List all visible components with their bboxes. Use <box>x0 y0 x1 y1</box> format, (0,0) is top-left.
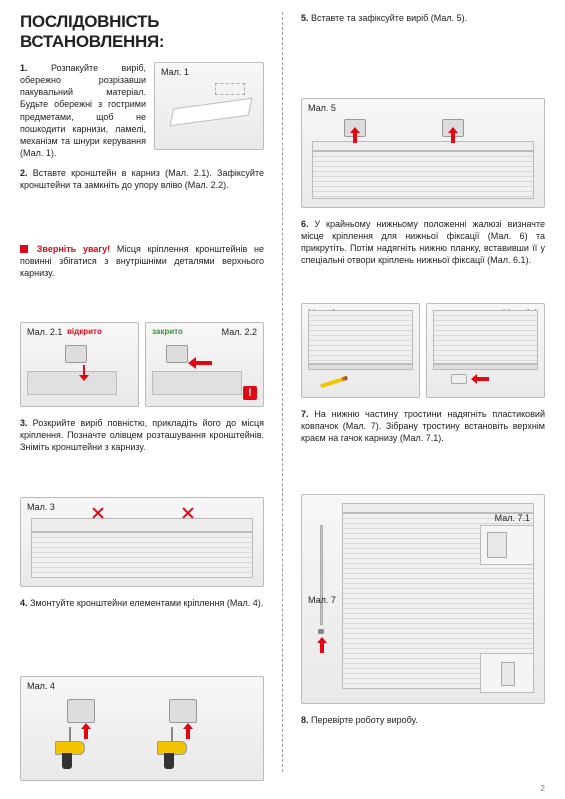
figure-2-2-label: Мал. 2.2 <box>222 327 257 337</box>
detail-7-1 <box>480 525 534 565</box>
arrow-up-icon <box>81 723 91 739</box>
step-2-text: 2. Вставте кронштейн в карниз (Мал. 2.1)… <box>20 167 264 238</box>
arrow-up-icon <box>448 127 458 143</box>
bracket-icon <box>169 699 197 723</box>
figure-2-2: Мал. 2.2 закрито ! <box>145 322 264 407</box>
arrow-up-icon <box>350 127 360 143</box>
figure-7-1-label: Мал. 7.1 <box>495 513 530 523</box>
page-title: ПОСЛІДОВНІСТЬ ВСТАНОВЛЕННЯ: <box>20 12 264 52</box>
column-divider <box>282 12 283 772</box>
figure-6: Мал. 6 <box>301 303 420 398</box>
figure-4: Мал. 4 <box>20 676 264 781</box>
slats-icon <box>433 310 538 364</box>
rail-icon <box>152 371 242 395</box>
figure-1: Мал. 1 <box>154 62 264 150</box>
slats-icon <box>31 532 253 578</box>
figure-7: Мал. 7 Мал. 7.1 <box>301 494 545 704</box>
top-rail-icon <box>312 141 534 151</box>
figure-2-1-label: Мал. 2.1 <box>27 327 62 337</box>
step-2-num: 2. <box>20 168 28 178</box>
bracket-icon <box>65 345 87 363</box>
figure-6-1: Мал. 6.1 <box>426 303 545 398</box>
drill-icon <box>55 741 95 767</box>
step-2-warning: Зверніть увагу! Місця кріплення кронштей… <box>20 243 264 314</box>
rail-icon <box>169 98 252 126</box>
figure-2-1: Мал. 2.1 відкрито <box>20 322 139 407</box>
figure-5: Мал. 5 <box>301 98 545 208</box>
wand-icon <box>320 525 323 625</box>
figure-7-label: Мал. 7 <box>308 595 336 605</box>
bottom-rail-icon <box>433 364 538 370</box>
step-8-body: Перевірте роботу виробу. <box>311 715 418 725</box>
step-5-num: 5. <box>301 13 309 23</box>
arrow-down-icon <box>75 363 95 383</box>
step-8-text: 8. Перевірте роботу виробу. <box>301 714 545 792</box>
closed-label: закрито <box>152 327 183 336</box>
pencil-icon <box>320 376 348 388</box>
step-1-num: 1. <box>20 63 28 73</box>
arrow-up-icon <box>183 723 193 739</box>
warning-label: Зверніть увагу! <box>37 244 110 254</box>
hook-icon <box>487 532 507 558</box>
page-number: 2 <box>541 784 545 793</box>
exclamation-icon: ! <box>243 386 257 400</box>
step-1-body: Розпакуйте виріб, обережно розрізавши па… <box>20 63 146 158</box>
step-4-body: Змонтуйте кронштейни елементами кріпленн… <box>30 598 263 608</box>
detail-bottom <box>480 653 534 693</box>
cap-icon <box>318 629 324 634</box>
right-column: 5. Вставте та зафіксуйте виріб (Мал. 5).… <box>301 12 545 791</box>
open-label: відкрито <box>67 327 102 336</box>
step-5-text: 5. Вставте та зафіксуйте виріб (Мал. 5). <box>301 12 545 90</box>
step-3-num: 3. <box>20 418 28 428</box>
bracket-icon <box>166 345 188 363</box>
step-6-body: У крайньому нижньому положенні жалюзі ви… <box>301 219 545 265</box>
clip-icon <box>451 374 467 384</box>
rail-icon <box>27 371 117 395</box>
slats-icon <box>308 310 413 364</box>
left-column: ПОСЛІДОВНІСТЬ ВСТАНОВЛЕННЯ: 1. Розпакуйт… <box>20 12 264 791</box>
figure-4-label: Мал. 4 <box>27 681 55 691</box>
figure-3-label: Мал. 3 <box>27 502 55 512</box>
top-rail-icon <box>31 518 253 532</box>
top-rail-icon <box>342 503 534 513</box>
step-8-num: 8. <box>301 715 309 725</box>
figure-1-label: Мал. 1 <box>161 67 189 77</box>
arrow-left-icon <box>188 357 214 369</box>
bottom-rail-icon <box>308 364 413 370</box>
step-5-body: Вставте та зафіксуйте виріб (Мал. 5). <box>311 13 467 23</box>
figure-2-group: Мал. 2.1 відкрито Мал. 2.2 закрито ! <box>20 322 264 407</box>
warning-icon <box>20 245 28 253</box>
step-2-body: Вставте кронштейн в карниз (Мал. 2.1). З… <box>20 168 264 190</box>
figure-3: Мал. 3 <box>20 497 264 587</box>
instruction-page: ПОСЛІДОВНІСТЬ ВСТАНОВЛЕННЯ: 1. Розпакуйт… <box>0 0 565 799</box>
parts-icon <box>215 83 245 95</box>
step-1: 1. Розпакуйте виріб, обережно розрізавши… <box>20 62 264 159</box>
figure-6-group: Мал. 6 Мал. 6.1 <box>301 303 545 398</box>
bracket-icon <box>67 699 95 723</box>
step-7-text: 7. На нижню частину тростини надягніть п… <box>301 408 545 486</box>
arrow-left-icon <box>471 374 489 384</box>
step-6-num: 6. <box>301 219 309 229</box>
arrow-up-icon <box>317 637 327 653</box>
step-1-text: 1. Розпакуйте виріб, обережно розрізавши… <box>20 62 146 159</box>
step-7-num: 7. <box>301 409 309 419</box>
figure-5-label: Мал. 5 <box>308 103 336 113</box>
step-4-num: 4. <box>20 598 28 608</box>
slats-icon <box>312 151 534 199</box>
clip-icon <box>501 662 515 686</box>
step-3-text: 3. Розкрийте виріб повністю, прикладіть … <box>20 417 264 488</box>
step-3-body: Розкрийте виріб повністю, прикладіть йог… <box>20 418 264 452</box>
step-7-body: На нижню частину тростини надягніть плас… <box>301 409 545 443</box>
step-6-text: 6. У крайньому нижньому положенні жалюзі… <box>301 218 545 296</box>
drill-icon <box>157 741 197 767</box>
step-4-text: 4. Змонтуйте кронштейни елементами кріпл… <box>20 597 264 668</box>
